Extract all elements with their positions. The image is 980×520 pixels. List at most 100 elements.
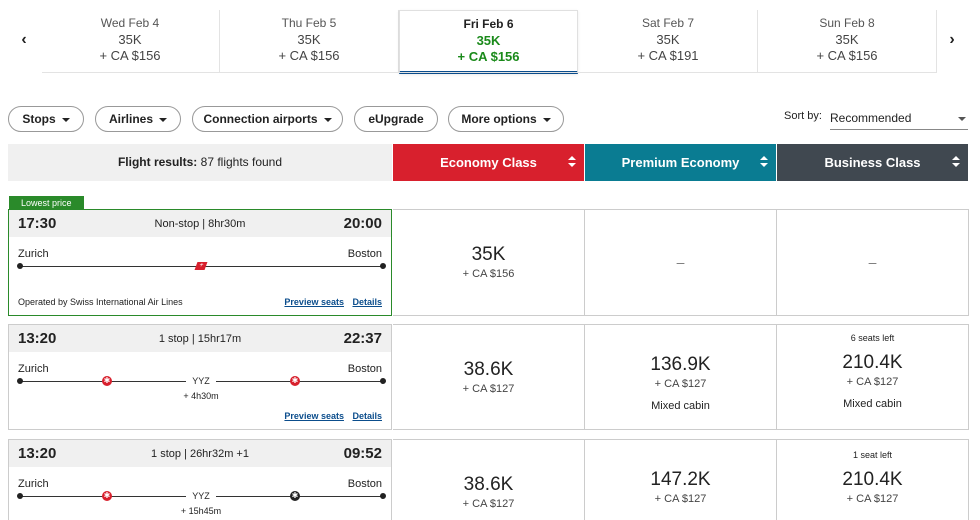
- destination-dot-icon: [380, 263, 386, 269]
- results-label: Flight results:: [117, 155, 198, 169]
- caret-down-icon: [958, 117, 966, 121]
- flight-links: Preview seats Details: [278, 411, 382, 421]
- operated-by: Operated by Swiss International Air Line…: [18, 297, 183, 307]
- details-link[interactable]: Details: [352, 411, 382, 421]
- air-canada-leaf-icon: ✱: [290, 376, 300, 386]
- economy-class-header[interactable]: Economy Class: [393, 144, 584, 181]
- details-link[interactable]: Details: [352, 297, 382, 307]
- filter-label: More options: [461, 112, 537, 126]
- fare-cash: + CA $127: [654, 493, 707, 505]
- cabin-label: Economy Class: [440, 155, 537, 170]
- lowest-price-badge: Lowest price: [9, 196, 84, 210]
- fare-cash: + CA $127: [654, 378, 707, 390]
- flight-info[interactable]: 13:20 1 stop | 15hr17m 22:37 Zurich Bost…: [8, 324, 392, 430]
- stops-filter-button[interactable]: Stops: [8, 106, 84, 132]
- airlines-filter-button[interactable]: Airlines: [95, 106, 181, 132]
- date-label: Thu Feb 5: [281, 16, 337, 30]
- mixed-cabin-note: Mixed cabin: [843, 398, 902, 410]
- date-option-sun[interactable]: Sun Feb 8 35K + CA $156: [758, 10, 937, 72]
- economy-fare-cell[interactable]: 35K + CA $156: [393, 209, 585, 316]
- arrival-time: 09:52: [343, 445, 382, 462]
- origin-dot-icon: [17, 493, 23, 499]
- business-fare-cell: –: [777, 209, 969, 316]
- fare-points: 210.4K: [842, 352, 903, 373]
- flight-duration: Non-stop | 8hr30m: [154, 218, 246, 230]
- flight-duration: 1 stop | 26hr32m +1: [151, 448, 249, 460]
- destination-dot-icon: [380, 378, 386, 384]
- date-label: Sun Feb 8: [819, 16, 875, 30]
- caret-down-icon: [61, 117, 70, 122]
- flight-links: Preview seats Details: [278, 297, 382, 307]
- flight-row: 13:20 1 stop | 15hr17m 22:37 Zurich Bost…: [8, 324, 969, 430]
- flight-results-summary: Flight results: 87 flights found: [8, 144, 392, 181]
- time-bar: 13:20 1 stop | 26hr32m +1 09:52: [9, 440, 391, 467]
- fare-points: 38.6K: [463, 359, 514, 380]
- fare-cash: + CA $127: [462, 498, 515, 510]
- date-cash: + CA $156: [278, 48, 340, 63]
- time-bar: 17:30 Non-stop | 8hr30m 20:00: [9, 210, 391, 237]
- departure-time: 13:20: [18, 330, 57, 347]
- flight-info[interactable]: Lowest price 17:30 Non-stop | 8hr30m 20:…: [8, 196, 392, 316]
- caret-down-icon: [159, 117, 167, 122]
- caret-down-icon: [542, 117, 551, 122]
- air-canada-leaf-icon: ✱: [102, 491, 112, 501]
- date-option-fri-selected[interactable]: Fri Feb 6 35K + CA $156: [399, 10, 578, 74]
- business-class-header[interactable]: Business Class: [777, 144, 968, 181]
- date-label: Sat Feb 7: [641, 16, 695, 30]
- sort-arrows-icon: [952, 156, 960, 168]
- fare-points: 136.9K: [650, 354, 711, 375]
- departure-time: 13:20: [18, 445, 57, 462]
- business-fare-cell[interactable]: 1 seat left 210.4K + CA $127: [777, 439, 969, 520]
- date-option-sat[interactable]: Sat Feb 7 35K + CA $191: [579, 10, 758, 72]
- date-label: Wed Feb 4: [100, 16, 160, 30]
- arrival-time: 20:00: [343, 215, 382, 232]
- destination-city: Boston: [347, 248, 382, 260]
- mixed-cabin-note: Mixed cabin: [651, 400, 710, 412]
- filter-label: Airlines: [108, 112, 153, 126]
- premium-economy-header[interactable]: Premium Economy: [585, 144, 776, 181]
- date-option-wed[interactable]: Wed Feb 4 35K + CA $156: [41, 10, 220, 72]
- arrival-time: 22:37: [343, 330, 382, 347]
- flight-row: 13:20 1 stop | 26hr32m +1 09:52 Zurich B…: [8, 439, 969, 520]
- fare-cash: + CA $127: [462, 383, 515, 395]
- destination-city: Boston: [347, 363, 382, 375]
- sort-arrows-icon: [760, 156, 768, 168]
- fare-points: 35K: [471, 244, 506, 265]
- date-option-thu[interactable]: Thu Feb 5 35K + CA $156: [220, 10, 399, 72]
- eupgrade-filter-button[interactable]: eUpgrade: [354, 106, 438, 132]
- flight-duration: 1 stop | 15hr17m: [158, 333, 242, 345]
- next-dates-chevron-icon[interactable]: ›: [949, 31, 955, 48]
- seats-left: 1 seat left: [852, 450, 893, 460]
- departure-time: 17:30: [18, 215, 57, 232]
- connection-airports-filter-button[interactable]: Connection airports: [192, 106, 343, 132]
- fare-cash: + CA $127: [846, 376, 899, 388]
- date-cash: + CA $156: [816, 48, 878, 63]
- unavailable-dash: –: [868, 254, 877, 270]
- economy-fare-cell[interactable]: 38.6K + CA $127: [393, 324, 585, 430]
- sort-select[interactable]: Recommended: [830, 108, 968, 130]
- date-cash: + CA $191: [637, 48, 699, 63]
- more-options-filter-button[interactable]: More options: [448, 106, 564, 132]
- fare-points: 210.4K: [842, 469, 903, 490]
- date-points: 35K: [476, 33, 501, 48]
- unavailable-dash: –: [676, 254, 685, 270]
- premium-fare-cell[interactable]: 147.2K + CA $127: [585, 439, 777, 520]
- cabin-label: Premium Economy: [621, 155, 740, 170]
- air-canada-leaf-icon: ✱: [102, 376, 112, 386]
- sort-arrows-icon: [568, 156, 576, 168]
- date-label: Fri Feb 6: [463, 17, 514, 31]
- business-fare-cell[interactable]: 6 seats left 210.4K + CA $127 Mixed cabi…: [777, 324, 969, 430]
- date-strip: ‹ Wed Feb 4 35K + CA $156 Thu Feb 5 35K …: [0, 0, 980, 74]
- flight-info[interactable]: 13:20 1 stop | 26hr32m +1 09:52 Zurich B…: [8, 439, 392, 520]
- origin-dot-icon: [17, 263, 23, 269]
- layover-duration: + 15h45m: [180, 506, 222, 516]
- filter-label: Stops: [22, 112, 56, 126]
- preview-seats-link[interactable]: Preview seats: [284, 411, 344, 421]
- date-cash: + CA $156: [457, 49, 520, 64]
- date-points: 35K: [656, 32, 680, 47]
- economy-fare-cell[interactable]: 38.6K + CA $127: [393, 439, 585, 520]
- origin-city: Zurich: [18, 478, 49, 490]
- premium-fare-cell[interactable]: 136.9K + CA $127 Mixed cabin: [585, 324, 777, 430]
- preview-seats-link[interactable]: Preview seats: [284, 297, 344, 307]
- prev-dates-chevron-icon[interactable]: ‹: [21, 31, 27, 48]
